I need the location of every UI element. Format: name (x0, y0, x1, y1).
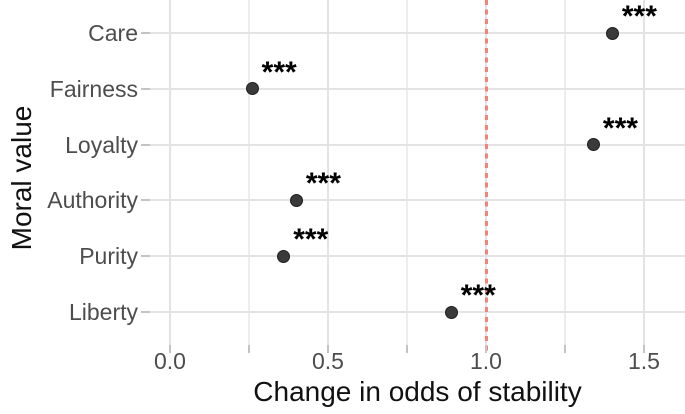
x-tick-label: 1.0 (470, 348, 502, 374)
data-point-loyalty (586, 138, 600, 152)
x-tick-label: 0.0 (154, 348, 186, 374)
x-tick-mark (485, 345, 487, 353)
x-tick-mark (643, 345, 645, 353)
y-tick-label-loyalty: Loyalty (65, 131, 138, 158)
x-tick-mark (564, 345, 566, 353)
gridline-horizontal (150, 311, 685, 313)
y-tick-mark (141, 199, 150, 202)
reference-line (484, 0, 488, 352)
significance-stars: *** (261, 55, 297, 89)
x-tick-mark (169, 345, 171, 353)
y-tick-label-fairness: Fairness (49, 75, 138, 102)
x-tick-mark (406, 345, 408, 353)
gridline-horizontal (150, 199, 685, 202)
significance-stars: *** (621, 0, 657, 33)
y-tick-mark (141, 32, 150, 34)
y-tick-label-liberty: Liberty (68, 299, 138, 325)
x-tick-label: 0.5 (312, 348, 344, 374)
y-tick-mark (141, 87, 150, 90)
gridline-vertical-major (169, 0, 171, 345)
y-tick-label-authority: Authority (47, 187, 138, 214)
data-point-purity (277, 249, 291, 263)
y-tick-mark (141, 255, 150, 258)
y-tick-mark (141, 143, 150, 146)
significance-stars: *** (293, 223, 329, 257)
gridline-horizontal (150, 255, 685, 258)
gridline-horizontal (150, 87, 685, 90)
data-point-care (605, 26, 619, 40)
gridline-vertical-major (643, 0, 645, 345)
y-tick-label-purity: Purity (79, 243, 138, 270)
x-tick-mark (248, 345, 250, 353)
gridline-horizontal (150, 32, 685, 34)
data-point-liberty (444, 305, 458, 319)
y-tick-label-care: Care (88, 20, 138, 46)
gridline-vertical-minor (564, 0, 566, 345)
gridline-horizontal (150, 143, 685, 146)
gridline-vertical-minor (248, 0, 250, 345)
x-tick-mark (327, 345, 329, 353)
significance-stars: *** (305, 167, 341, 201)
y-axis-title: Moral value (6, 105, 37, 251)
gridline-vertical-minor (406, 0, 408, 345)
data-point-fairness (245, 82, 259, 96)
x-axis-title: Change in odds of stability (253, 376, 582, 407)
significance-stars: *** (602, 111, 638, 145)
gridline-vertical-major (327, 0, 329, 345)
x-tick-label: 1.5 (628, 348, 660, 374)
data-point-authority (289, 193, 303, 207)
significance-stars: *** (460, 279, 496, 312)
y-tick-mark (141, 311, 150, 313)
